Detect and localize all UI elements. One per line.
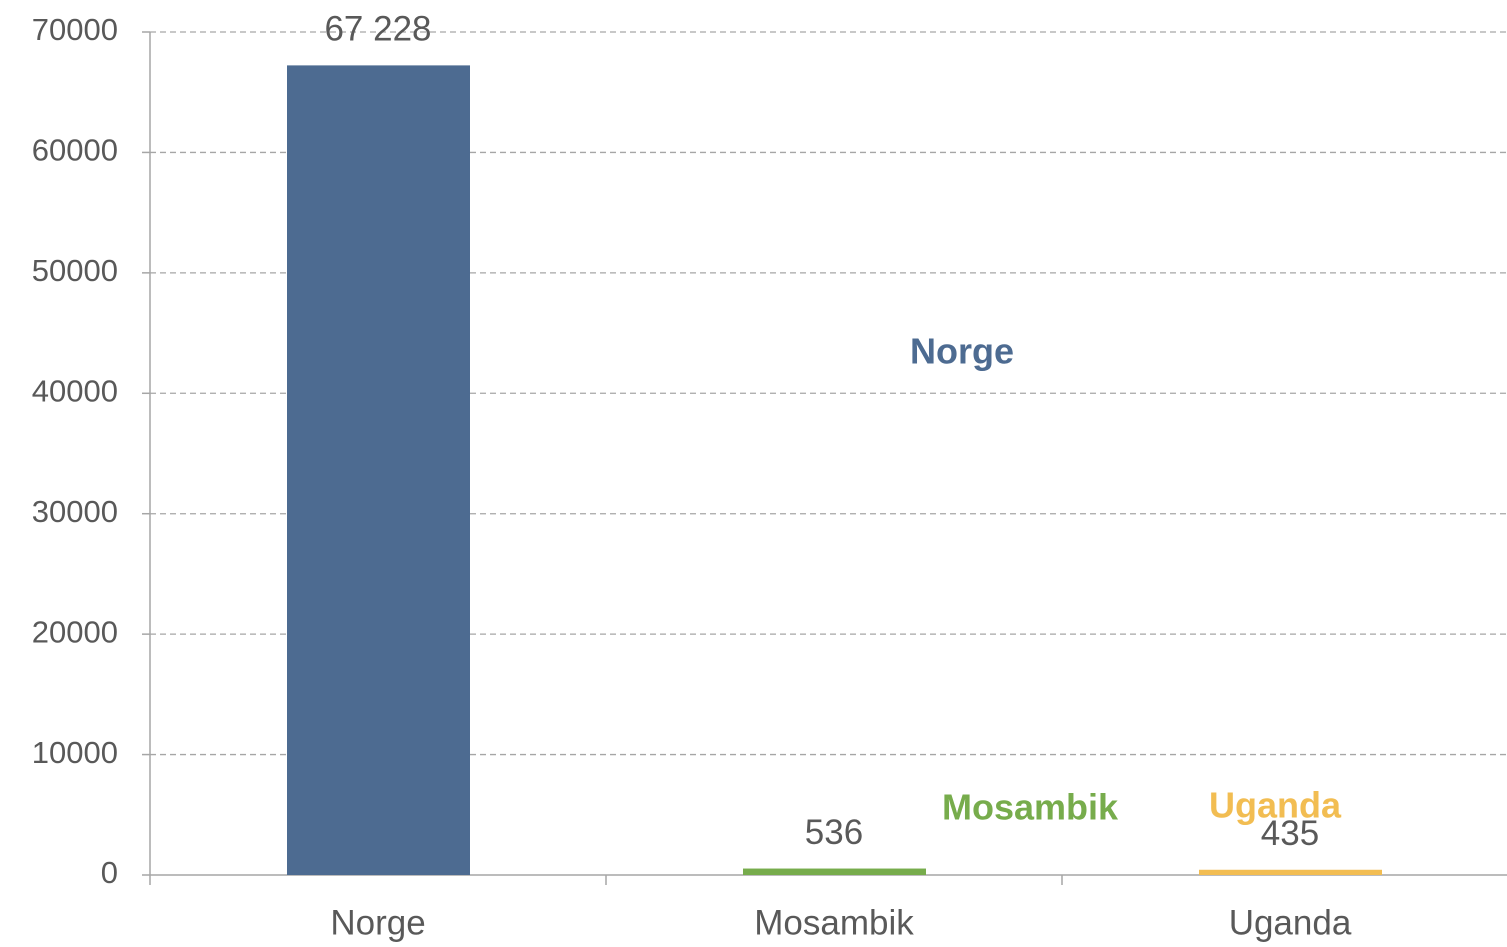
bar [287, 65, 470, 875]
y-tick-label: 30000 [32, 494, 118, 529]
value-label: 536 [805, 813, 863, 852]
y-tick-label: 50000 [32, 253, 118, 288]
bar [1199, 869, 1382, 875]
annotation: Mosambik [942, 787, 1119, 828]
x-tick-label: Norge [330, 903, 425, 942]
y-tick-label: 60000 [32, 133, 118, 168]
y-tick-label: 10000 [32, 735, 118, 770]
y-tick-label: 70000 [32, 12, 118, 47]
y-tick-label: 40000 [32, 373, 118, 408]
value-label: 435 [1261, 814, 1319, 853]
annotation: Norge [910, 331, 1014, 372]
y-tick-label: 0 [101, 855, 118, 890]
x-tick-label: Uganda [1229, 903, 1352, 942]
y-tick-label: 20000 [32, 614, 118, 649]
annotation: Uganda [1209, 785, 1342, 826]
bar [743, 868, 926, 875]
x-tick-label: Mosambik [754, 903, 914, 942]
value-label: 67 228 [324, 10, 431, 49]
